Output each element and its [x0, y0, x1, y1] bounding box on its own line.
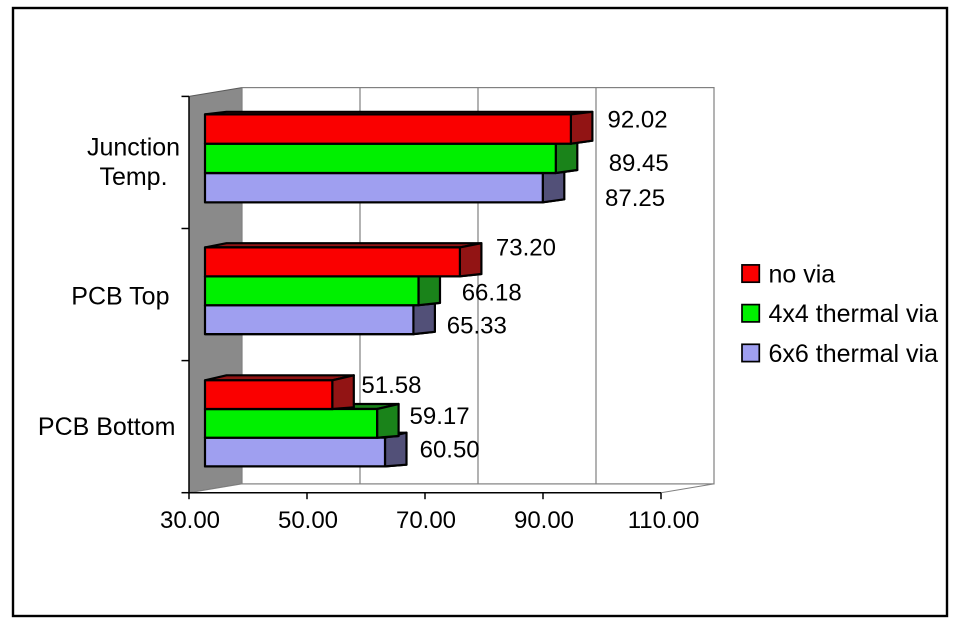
svg-text:30.00: 30.00: [160, 507, 220, 534]
svg-text:Temp.: Temp.: [99, 163, 167, 191]
svg-text:87.25: 87.25: [605, 185, 665, 212]
svg-text:66.18: 66.18: [462, 280, 522, 307]
svg-text:89.45: 89.45: [609, 150, 669, 177]
svg-text:50.00: 50.00: [278, 507, 338, 534]
svg-text:PCB Top: PCB Top: [71, 282, 169, 310]
svg-text:65.33: 65.33: [447, 313, 507, 340]
svg-text:PCB Bottom: PCB Bottom: [38, 413, 176, 441]
svg-text:73.20: 73.20: [496, 234, 556, 261]
svg-text:4x4 thermal via: 4x4 thermal via: [769, 300, 939, 328]
svg-text:92.02: 92.02: [608, 107, 668, 134]
svg-text:60.50: 60.50: [420, 436, 480, 463]
svg-text:70.00: 70.00: [396, 507, 456, 534]
svg-text:90.00: 90.00: [514, 507, 574, 534]
svg-text:6x6 thermal via: 6x6 thermal via: [769, 340, 939, 368]
svg-text:59.17: 59.17: [410, 403, 470, 430]
svg-text:51.58: 51.58: [361, 372, 421, 399]
svg-text:110.00: 110.00: [628, 507, 700, 534]
svg-text:Junction: Junction: [87, 134, 180, 162]
svg-text:no via: no via: [769, 260, 836, 288]
